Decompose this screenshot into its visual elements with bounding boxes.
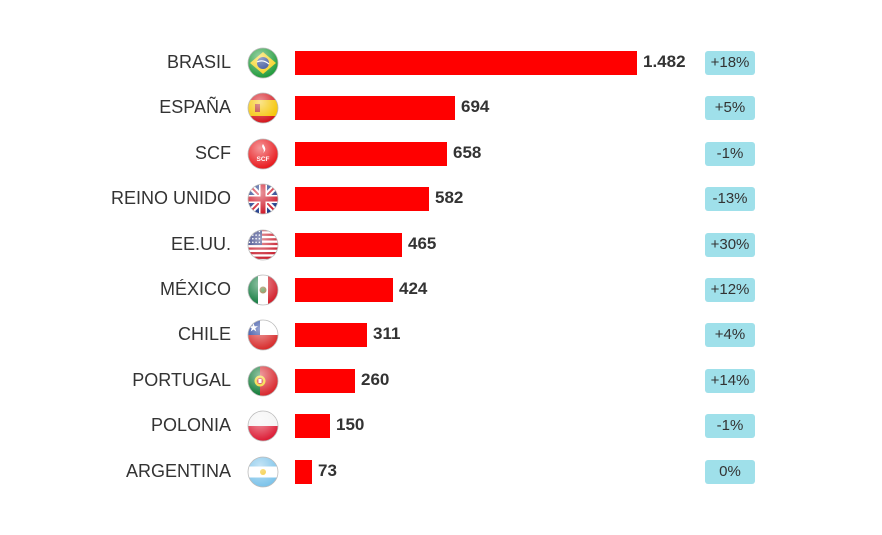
argentina-flag-icon [247,456,279,488]
bar [295,414,330,439]
uk-flag-icon [247,183,279,215]
bar [295,323,367,348]
value-label: 73 [318,460,337,480]
category-label: ARGENTINA [125,460,231,481]
category-label: POLONIA [150,415,231,436]
change-badge: -1% [705,141,755,166]
bar [295,51,637,75]
category-label: EE.UU. [170,233,231,254]
category-label: BRASIL [166,52,231,72]
category-label: MÉXICO [159,279,231,299]
change-badge: +4% [705,323,755,348]
bar [295,459,312,484]
change-badge: +18% [705,51,755,75]
change-badge: +5% [705,96,755,121]
category-label: ESPAÑA [159,97,231,118]
value-label: 658 [453,142,482,162]
portugal-flag-icon [247,365,279,397]
usa-flag-icon [247,229,279,261]
value-label: 582 [435,188,464,208]
change-badge: +30% [705,232,755,257]
spain-flag-icon [247,92,279,124]
brazil-flag-icon [247,47,279,79]
chile-flag-icon [247,319,279,351]
scf-logo-icon: SCF [247,138,279,170]
value-label: 260 [361,369,390,389]
change-badge: +14% [705,368,755,393]
value-label: 311 [373,324,401,344]
category-label: SCF [195,142,231,163]
value-label: 150 [336,415,365,435]
value-label: 694 [461,97,490,117]
mexico-flag-icon [247,274,279,306]
category-label: REINO UNIDO [110,188,231,209]
bar [295,368,355,393]
bar [295,232,402,257]
change-badge: 0% [705,459,755,484]
bar [295,141,447,166]
bar [295,187,429,212]
change-badge: -1% [705,414,755,439]
value-label: 424 [399,279,428,298]
value-label: 465 [408,233,437,253]
category-label: PORTUGAL [132,369,231,390]
bar [295,96,455,121]
category-label: CHILE [177,324,231,345]
bar [295,278,393,302]
change-badge: -13% [705,187,755,212]
change-badge: +12% [705,278,755,302]
poland-flag-icon [247,410,279,442]
value-label: 1.482 [643,52,686,71]
